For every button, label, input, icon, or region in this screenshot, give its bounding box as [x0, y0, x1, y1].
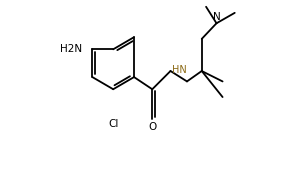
- Text: Cl: Cl: [108, 119, 118, 129]
- Text: H2N: H2N: [60, 44, 82, 54]
- Text: O: O: [148, 122, 156, 132]
- Text: HN: HN: [172, 65, 187, 75]
- Text: N: N: [213, 12, 221, 22]
